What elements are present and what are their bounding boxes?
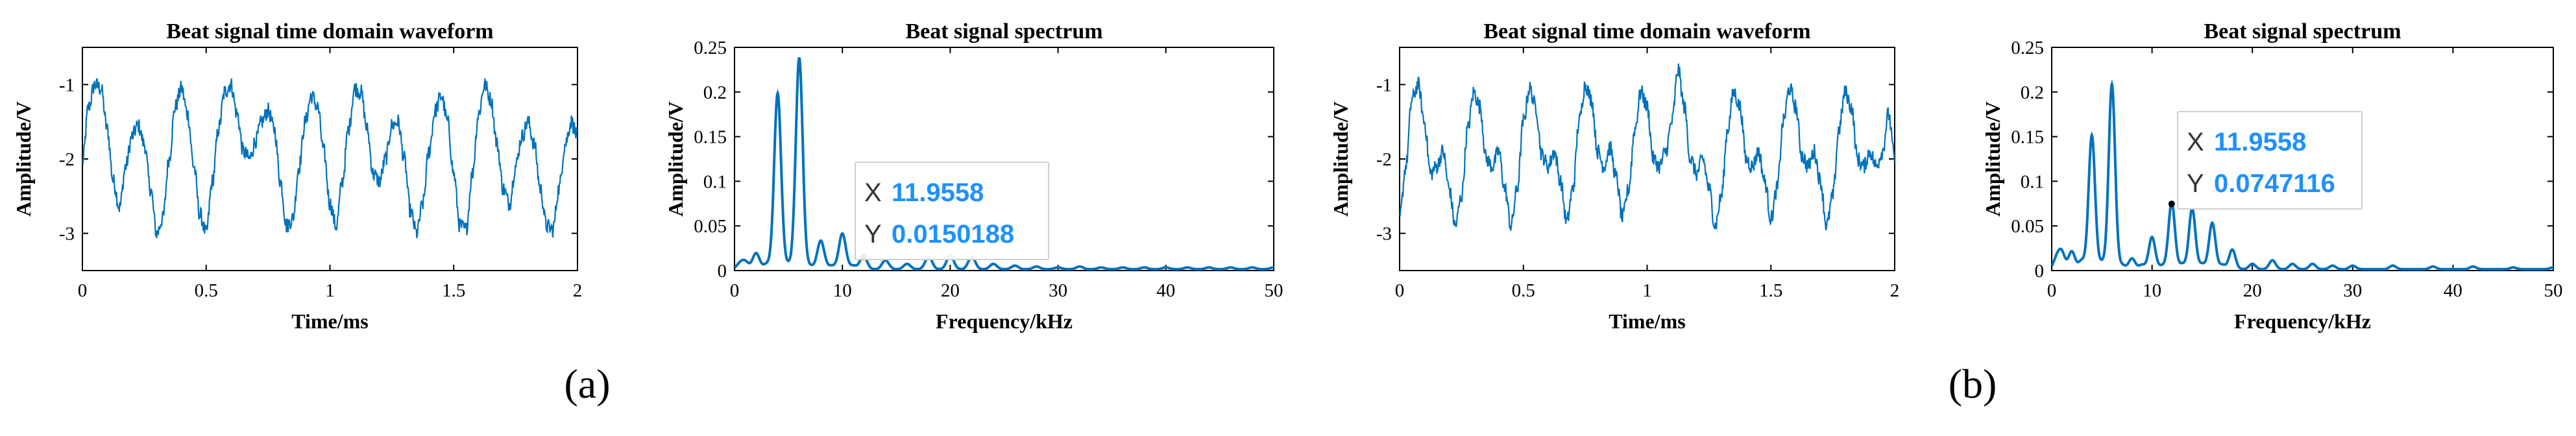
y-axis-label: Amplitude/V <box>1981 101 2004 217</box>
waveform-line <box>82 78 577 239</box>
x-tick-label: 1.5 <box>1759 280 1782 301</box>
spectrum-line <box>2052 79 2553 271</box>
chart-b-time: Beat signal time domain waveform Time/ms A… <box>1329 19 1899 333</box>
y-tick-label: 0.1 <box>2021 171 2044 192</box>
x-tick-label: 10 <box>2143 280 2161 301</box>
x-tick-label: 40 <box>1156 280 1175 301</box>
datatip-y-label: Y <box>2187 169 2204 198</box>
spectrum-line <box>735 57 1274 271</box>
datatip-box <box>855 162 1049 260</box>
y-tick-label: 0.25 <box>694 38 727 58</box>
datatip-x-label: X <box>2187 128 2204 156</box>
datatip-y-value: 0.0150188 <box>892 220 1014 248</box>
chart-a-time: Beat signal time domain waveform Time/ms A… <box>12 19 582 333</box>
x-tick-label: 50 <box>2544 280 2563 301</box>
y-tick-label: 0.05 <box>694 216 727 237</box>
datatip-x-value: 11.9558 <box>2214 128 2306 156</box>
x-tick-label: 50 <box>1265 280 1283 301</box>
x-axis-label: Frequency/kHz <box>2234 309 2371 333</box>
panel-label-a: (a) <box>564 361 611 407</box>
y-axis-label: Amplitude/V <box>664 101 687 217</box>
y-axis-label: Amplitude/V <box>12 101 35 217</box>
y-tick-label: 0.2 <box>2021 82 2044 103</box>
x-tick-label: 30 <box>1049 280 1067 301</box>
x-tick-label: 0.5 <box>1512 280 1535 301</box>
x-tick-label: 20 <box>941 280 960 301</box>
plot-frame <box>1399 47 1895 271</box>
x-axis-label: Frequency/kHz <box>936 309 1073 333</box>
x-tick-label: 1.5 <box>442 280 465 301</box>
x-tick-label: 2 <box>573 280 583 301</box>
x-tick-label: 0 <box>1395 280 1405 301</box>
y-tick-label: 0 <box>718 261 727 282</box>
datatip-x-label: X <box>864 178 882 207</box>
plot-frame <box>82 47 578 271</box>
x-tick-label: 20 <box>2243 280 2262 301</box>
chart-title: Beat signal time domain waveform <box>166 19 493 43</box>
y-tick-label: 0.25 <box>2011 38 2044 58</box>
x-tick-label: 0 <box>2047 280 2057 301</box>
x-axis-label: Time/ms <box>291 309 369 333</box>
x-tick-label: 2 <box>1890 280 1900 301</box>
chart-title: Beat signal spectrum <box>2204 19 2401 43</box>
y-tick-label: -1 <box>59 75 75 95</box>
y-tick-label: -1 <box>1376 75 1392 95</box>
x-axis-label: Time/ms <box>1609 309 1686 333</box>
y-tick-label: 0.15 <box>694 127 727 148</box>
panel-label-b: (b) <box>1948 361 1997 407</box>
chart-a-spec: Beat signal spectrum Frequency/kHz Amplitu… <box>664 19 1283 333</box>
chart-title: Beat signal time domain waveform <box>1483 19 1810 43</box>
x-tick-label: 1 <box>1642 280 1652 301</box>
y-tick-label: -2 <box>59 149 75 170</box>
chart-b-spec: Beat signal spectrum Frequency/kHz Amplitu… <box>1981 19 2563 333</box>
datatip-marker <box>2168 200 2175 208</box>
y-axis-label: Amplitude/V <box>1329 101 1352 217</box>
y-tick-label: 0 <box>2035 261 2045 282</box>
x-tick-label: 0 <box>730 280 740 301</box>
y-tick-label: 0.15 <box>2011 127 2044 148</box>
y-tick-label: 0.05 <box>2011 216 2044 237</box>
y-tick-label: 0.2 <box>703 82 727 103</box>
datatip-x-value: 11.9558 <box>892 178 984 207</box>
x-tick-label: 1 <box>325 280 335 301</box>
x-tick-label: 40 <box>2444 280 2462 301</box>
datatip-box <box>2177 111 2363 210</box>
datatip-y-label: Y <box>864 220 882 248</box>
y-tick-label: -3 <box>1376 224 1392 245</box>
y-tick-label: -2 <box>1376 149 1392 170</box>
chart-title: Beat signal spectrum <box>905 19 1102 43</box>
x-tick-label: 0 <box>78 280 88 301</box>
x-tick-label: 0.5 <box>195 280 218 301</box>
x-tick-label: 10 <box>833 280 852 301</box>
y-tick-label: 0.1 <box>703 171 727 192</box>
waveform-line <box>1400 63 1895 231</box>
x-tick-label: 30 <box>2343 280 2362 301</box>
datatip-y-value: 0.0747116 <box>2214 169 2335 198</box>
y-tick-label: -3 <box>59 224 75 245</box>
